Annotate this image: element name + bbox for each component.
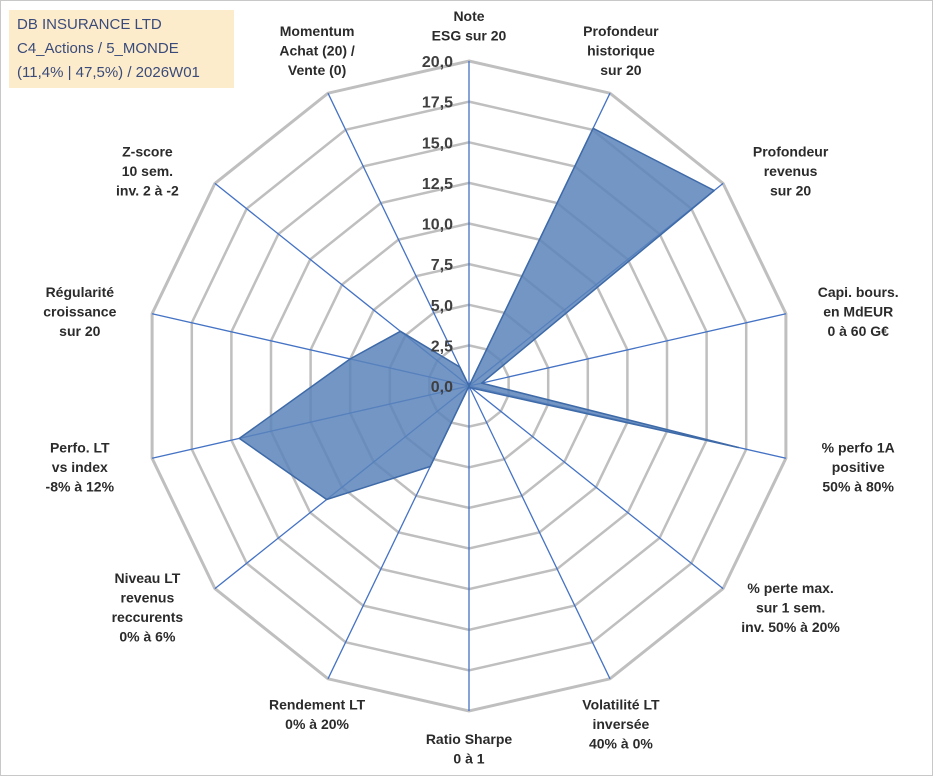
- axis-label-line: croissance: [43, 303, 116, 319]
- axis-label-line: revenus: [121, 590, 175, 606]
- axis-label-line: Ratio Sharpe: [426, 731, 513, 747]
- axis-label-line: revenus: [764, 163, 818, 179]
- tick-label: 0,0: [431, 379, 453, 396]
- axis-label-line: reccurents: [112, 609, 184, 625]
- axis-label-line: inversée: [592, 716, 649, 732]
- axis-label-line: sur 20: [770, 183, 811, 199]
- axis-label-9: Niveau LT revenus reccurents 0% à 6%: [112, 570, 184, 645]
- tick-label: 15,0: [422, 135, 453, 152]
- tick-label: 12,5: [422, 176, 453, 193]
- axis-label-line: Profondeur: [583, 23, 659, 39]
- axis-label-line: ESG sur 20: [432, 28, 507, 44]
- axis-label-1: Profondeur historique sur 20: [583, 23, 659, 78]
- axis-label-line: positive: [832, 459, 885, 475]
- axis-label-line: 0 à 60 G€: [827, 323, 889, 339]
- axis-label-line: sur 1 sem.: [756, 600, 825, 616]
- axis-label-line: -8% à 12%: [46, 479, 115, 495]
- spoke-13: [327, 92, 470, 387]
- axis-label-line: Vente (0): [288, 62, 346, 78]
- axis-label-line: Volatilité LT: [582, 696, 660, 712]
- axis-label-line: Achat (20) /: [279, 43, 355, 59]
- spoke-5: [468, 385, 724, 590]
- axis-label-line: 0% à 6%: [119, 629, 176, 645]
- axis-labels: Note ESG sur 20 Profondeur historique sur 20…: [43, 8, 898, 767]
- axis-label-line: sur 20: [59, 323, 100, 339]
- fund-category: C4_Actions / 5_MONDE: [17, 40, 179, 57]
- axis-label-line: % perfo 1A: [822, 440, 895, 456]
- axis-label-line: Régularité: [46, 284, 115, 300]
- axis-label-10: Perfo. LT vs index -8% à 12%: [46, 440, 115, 495]
- axis-label-line: 40% à 0%: [589, 735, 653, 751]
- axis-label-line: historique: [587, 43, 655, 59]
- tick-label: 20,0: [422, 54, 453, 71]
- spoke-3: [468, 313, 787, 387]
- axis-label-4: % perfo 1A positive 50% à 80%: [822, 440, 895, 495]
- axis-label-line: en MdEUR: [823, 303, 893, 319]
- tick-label: 7,5: [431, 257, 453, 274]
- axis-label-line: Momentum: [280, 23, 355, 39]
- axis-label-6: Volatilité LT inversée 40% à 0%: [582, 696, 660, 751]
- axis-label-line: inv. 50% à 20%: [741, 619, 840, 635]
- axis-label-line: Rendement LT: [269, 696, 366, 712]
- axis-label-11: Régularité croissance sur 20: [43, 284, 116, 339]
- axis-label-line: inv. 2 à -2: [116, 183, 179, 199]
- axis-label-line: Profondeur: [753, 144, 829, 160]
- series-area: [238, 127, 740, 501]
- axis-label-line: % perte max.: [747, 580, 833, 596]
- axis-label-line: Z-score: [122, 144, 173, 160]
- axis-label-line: 0 à 1: [453, 751, 484, 767]
- axis-label-line: Perfo. LT: [50, 440, 110, 456]
- axis-label-3: Capi. bours. en MdEUR 0 à 60 G€: [818, 284, 899, 339]
- axis-label-line: 50% à 80%: [822, 479, 894, 495]
- radial-tick-labels: 0,0 2,5 5,0 7,5 10,0 12,5 15,0 17,5 20,0: [422, 54, 453, 396]
- axis-label-line: sur 20: [600, 62, 641, 78]
- axis-label-8: Rendement LT 0% à 20%: [269, 696, 366, 732]
- axis-label-0: Note ESG sur 20: [432, 8, 507, 44]
- tick-label: 17,5: [422, 95, 453, 112]
- axis-label-2: Profondeur revenus sur 20: [753, 144, 829, 199]
- axis-label-7: Ratio Sharpe 0 à 1: [426, 731, 513, 767]
- period-label: (11,4% | 47,5%) / 2026W01: [17, 64, 200, 81]
- axis-label-13: Momentum Achat (20) / Vente (0): [279, 23, 355, 78]
- radar-series: [238, 127, 740, 501]
- axis-label-line: 10 sem.: [122, 163, 173, 179]
- tick-label: 2,5: [431, 338, 453, 355]
- axis-label-line: vs index: [52, 459, 108, 475]
- axis-label-12: Z-score 10 sem. inv. 2 à -2: [116, 144, 179, 199]
- tick-label: 10,0: [422, 217, 453, 234]
- axis-label-line: Note: [453, 8, 484, 24]
- axis-label-line: Capi. bours.: [818, 284, 899, 300]
- axis-label-line: 0% à 20%: [285, 716, 349, 732]
- spoke-6: [468, 385, 611, 680]
- axis-label-5: % perte max. sur 1 sem. inv. 50% à 20%: [741, 580, 840, 635]
- fund-info-box: DB INSURANCE LTD C4_Actions / 5_MONDE (1…: [9, 10, 234, 88]
- tick-label: 5,0: [431, 298, 453, 315]
- company-name: DB INSURANCE LTD: [17, 16, 162, 33]
- axis-label-line: Niveau LT: [114, 570, 180, 586]
